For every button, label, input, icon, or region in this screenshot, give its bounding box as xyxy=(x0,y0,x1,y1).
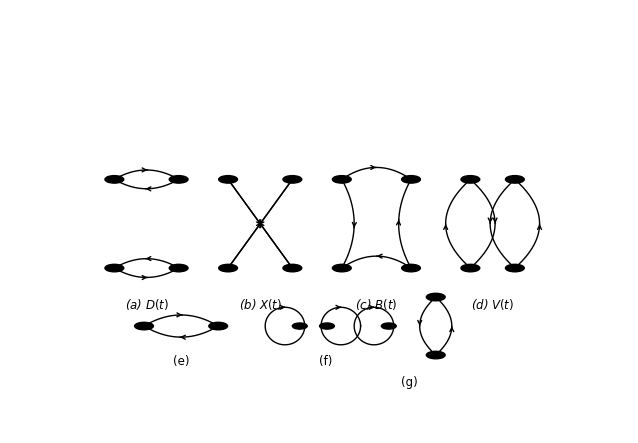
Text: (g): (g) xyxy=(401,376,418,389)
Ellipse shape xyxy=(426,351,445,359)
Ellipse shape xyxy=(219,175,237,183)
Ellipse shape xyxy=(461,175,480,183)
Ellipse shape xyxy=(332,264,351,272)
Ellipse shape xyxy=(426,293,445,301)
Text: (c) $B(t)$: (c) $B(t)$ xyxy=(355,297,397,312)
Ellipse shape xyxy=(169,175,188,183)
Ellipse shape xyxy=(283,175,302,183)
Text: (b) $X(t)$: (b) $X(t)$ xyxy=(239,297,282,312)
Ellipse shape xyxy=(135,323,153,330)
Ellipse shape xyxy=(461,264,480,272)
Ellipse shape xyxy=(283,264,302,272)
Text: (d) $V(t)$: (d) $V(t)$ xyxy=(471,297,514,312)
Ellipse shape xyxy=(320,323,334,329)
Ellipse shape xyxy=(332,175,351,183)
Ellipse shape xyxy=(402,264,420,272)
Text: (e): (e) xyxy=(173,355,189,368)
Ellipse shape xyxy=(402,175,420,183)
Ellipse shape xyxy=(169,264,188,272)
Ellipse shape xyxy=(105,175,124,183)
Ellipse shape xyxy=(505,175,524,183)
Text: (a) $D(t)$: (a) $D(t)$ xyxy=(124,297,168,312)
Ellipse shape xyxy=(105,264,124,272)
Ellipse shape xyxy=(505,264,524,272)
Ellipse shape xyxy=(209,323,228,330)
Ellipse shape xyxy=(292,323,308,329)
Ellipse shape xyxy=(382,323,396,329)
Ellipse shape xyxy=(219,264,237,272)
Text: (f): (f) xyxy=(318,355,332,368)
